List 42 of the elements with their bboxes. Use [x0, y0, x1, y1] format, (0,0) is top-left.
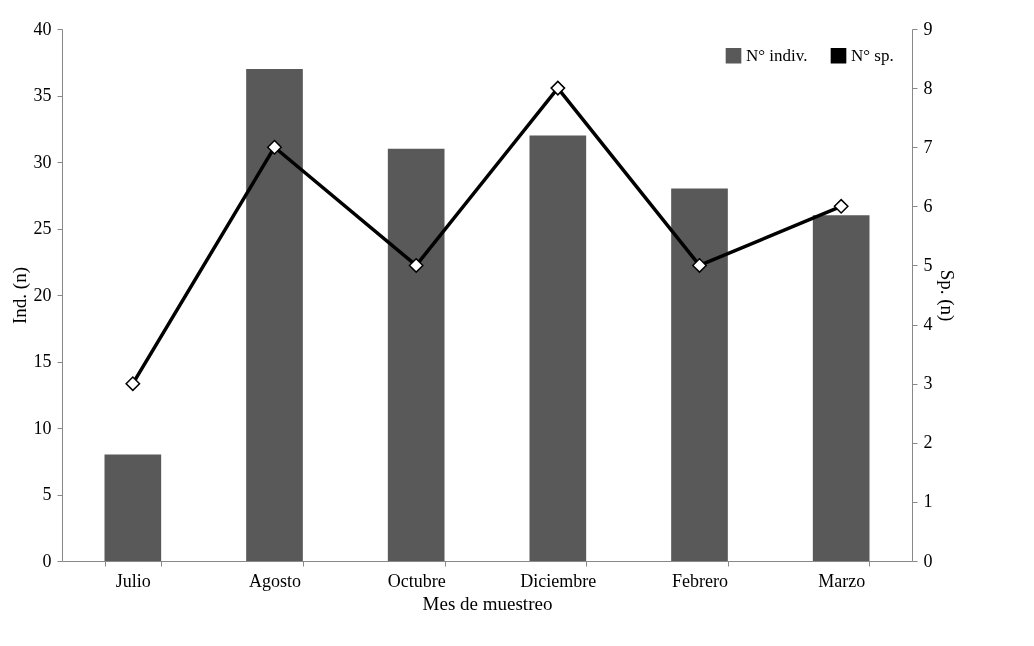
y2-axis-title: Sp. (n) — [935, 269, 958, 322]
point — [408, 257, 424, 273]
y-tick-label: 25 — [33, 218, 52, 238]
x-tick-label: Octubre — [387, 570, 446, 591]
y2-tick-label: 5 — [923, 254, 933, 275]
y2-tick-label: 9 — [923, 18, 933, 39]
bar — [671, 188, 728, 561]
y2-tick-label: 7 — [923, 136, 933, 157]
x-axis-title: Mes de muestreo — [422, 592, 553, 614]
y2-tick-label: 8 — [923, 77, 933, 98]
y-tick-label: 5 — [42, 484, 52, 504]
x-tick-label: Febrero — [672, 570, 728, 591]
bar — [387, 148, 445, 561]
point — [267, 139, 282, 155]
bar — [104, 454, 162, 561]
y-tick-label: 0 — [42, 550, 52, 571]
point — [833, 198, 849, 214]
bar — [246, 68, 303, 561]
bar — [529, 135, 587, 561]
y-tick-label: 15 — [33, 351, 52, 371]
legend-label: N° indiv. — [746, 45, 808, 65]
y2-tick-label: 2 — [923, 432, 933, 453]
x-tick-label: Agosto — [248, 570, 302, 591]
y2-tick-label: 1 — [923, 491, 933, 512]
x-tick-label: Diciembre — [520, 570, 597, 591]
y2-tick-label: 4 — [923, 314, 933, 335]
y-tick-label: 30 — [33, 151, 52, 172]
y2-tick-label: 6 — [923, 195, 933, 216]
point — [125, 376, 141, 392]
y-tick-label: 20 — [33, 284, 52, 305]
legend-label: N° sp. — [851, 45, 894, 65]
y-axis-title: Ind. (n) — [8, 267, 31, 324]
x-tick-label: Julio — [115, 570, 151, 591]
x-tick-label: Marzo — [818, 570, 866, 591]
y2-tick-label: 3 — [923, 373, 933, 394]
y-tick-label: 40 — [33, 18, 52, 39]
point — [692, 257, 707, 273]
y-tick-label: 35 — [33, 85, 52, 105]
bar — [812, 215, 870, 561]
point — [550, 80, 566, 96]
y2-tick-label: 0 — [923, 550, 933, 571]
y-tick-label: 10 — [33, 417, 52, 438]
